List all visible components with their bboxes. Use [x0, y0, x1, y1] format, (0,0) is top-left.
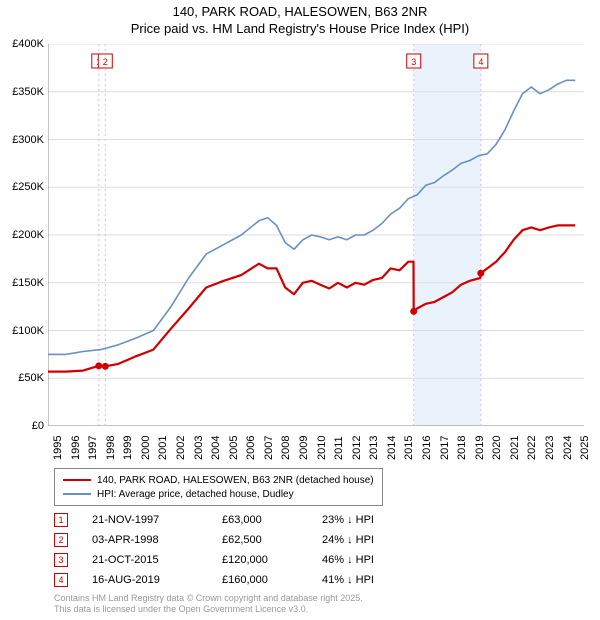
x-tick-label: 2015 — [403, 436, 415, 460]
x-tick-label: 2017 — [439, 436, 451, 460]
y-tick-label: £150K — [12, 277, 44, 289]
x-tick-label: 2004 — [210, 436, 222, 460]
x-tick-label: 2020 — [491, 436, 503, 460]
transaction-pct: 41% ↓ HPI — [322, 574, 432, 586]
transaction-marker: 4 — [54, 573, 68, 587]
legend-item: 140, PARK ROAD, HALESOWEN, B63 2NR (deta… — [63, 473, 374, 487]
x-tick-label: 1997 — [87, 436, 99, 460]
transaction-date: 03-APR-1998 — [92, 534, 222, 546]
legend-swatch — [63, 493, 91, 495]
table-row: 1 21-NOV-1997£63,00023% ↓ HPI — [54, 510, 432, 530]
transaction-price: £120,000 — [222, 554, 322, 566]
x-tick-label: 2025 — [579, 436, 591, 460]
x-tick-label: 2000 — [140, 436, 152, 460]
title-address: 140, PARK ROAD, HALESOWEN, B63 2NR — [0, 4, 600, 19]
footer: Contains HM Land Registry data © Crown c… — [54, 593, 363, 615]
x-tick-label: 2021 — [509, 436, 521, 460]
transaction-date: 21-NOV-1997 — [92, 514, 222, 526]
x-tick-label: 2013 — [368, 436, 380, 460]
x-tick-label: 2008 — [280, 436, 292, 460]
table-row: 3 21-OCT-2015£120,00046% ↓ HPI — [54, 550, 432, 570]
x-tick-label: 2012 — [351, 436, 363, 460]
x-tick-label: 2007 — [263, 436, 275, 460]
table-row: 4 16-AUG-2019£160,00041% ↓ HPI — [54, 570, 432, 590]
x-tick-label: 1995 — [52, 436, 64, 460]
x-tick-label: 2002 — [175, 436, 187, 460]
transaction-date: 16-AUG-2019 — [92, 574, 222, 586]
transactions-table: 1 21-NOV-1997£63,00023% ↓ HPI 2 03-APR-1998… — [54, 510, 432, 590]
transaction-pct: 46% ↓ HPI — [322, 554, 432, 566]
legend-swatch — [63, 479, 91, 481]
x-tick-label: 2022 — [526, 436, 538, 460]
y-tick-label: £100K — [12, 325, 44, 337]
transaction-pct: 23% ↓ HPI — [322, 514, 432, 526]
y-tick-label: £200K — [12, 229, 44, 241]
x-tick-label: 1996 — [70, 436, 82, 460]
title-subtitle: Price paid vs. HM Land Registry's House … — [0, 21, 600, 36]
x-tick-label: 2011 — [333, 436, 345, 460]
transaction-date: 21-OCT-2015 — [92, 554, 222, 566]
y-tick-label: £400K — [12, 38, 44, 50]
svg-text:3: 3 — [411, 57, 416, 67]
svg-text:2: 2 — [103, 57, 108, 67]
y-tick-label: £0 — [32, 420, 44, 432]
x-tick-label: 2009 — [298, 436, 310, 460]
chart-container: 140, PARK ROAD, HALESOWEN, B63 2NR Price… — [0, 0, 600, 620]
x-tick-label: 2014 — [386, 436, 398, 460]
chart-svg: 1234 — [48, 44, 584, 426]
transaction-marker: 3 — [54, 553, 68, 567]
y-tick-label: £350K — [12, 86, 44, 98]
x-tick-label: 2016 — [421, 436, 433, 460]
x-tick-label: 2003 — [193, 436, 205, 460]
footer-line1: Contains HM Land Registry data © Crown c… — [54, 593, 363, 604]
chart-plot-area: 1234 — [48, 44, 584, 426]
y-axis: £0£50K£100K£150K£200K£250K£300K£350K£400… — [0, 44, 46, 426]
x-tick-label: 2001 — [157, 436, 169, 460]
y-tick-label: £50K — [18, 372, 44, 384]
transaction-price: £160,000 — [222, 574, 322, 586]
footer-line2: This data is licensed under the Open Gov… — [54, 604, 363, 615]
transaction-price: £62,500 — [222, 534, 322, 546]
x-tick-label: 2005 — [228, 436, 240, 460]
x-tick-label: 2006 — [245, 436, 257, 460]
x-tick-label: 2018 — [456, 436, 468, 460]
x-axis: 1995 1996 1997 1998 1999 2000 2001 2002 2003 2004… — [48, 428, 584, 468]
x-tick-label: 1999 — [122, 436, 134, 460]
y-tick-label: £250K — [12, 181, 44, 193]
transaction-marker: 1 — [54, 513, 68, 527]
transaction-pct: 24% ↓ HPI — [322, 534, 432, 546]
svg-text:4: 4 — [478, 57, 483, 67]
x-tick-label: 2010 — [316, 436, 328, 460]
table-row: 2 03-APR-1998£62,50024% ↓ HPI — [54, 530, 432, 550]
transaction-price: £63,000 — [222, 514, 322, 526]
legend: 140, PARK ROAD, HALESOWEN, B63 2NR (deta… — [54, 468, 383, 506]
x-tick-label: 2024 — [562, 436, 574, 460]
x-tick-label: 2023 — [544, 436, 556, 460]
legend-item: HPI: Average price, detached house, Dudl… — [63, 487, 374, 501]
legend-label: 140, PARK ROAD, HALESOWEN, B63 2NR (deta… — [97, 475, 374, 486]
x-tick-label: 1998 — [105, 436, 117, 460]
legend-label: HPI: Average price, detached house, Dudl… — [97, 489, 294, 500]
titles: 140, PARK ROAD, HALESOWEN, B63 2NR Price… — [0, 0, 600, 36]
x-tick-label: 2019 — [474, 436, 486, 460]
y-tick-label: £300K — [12, 134, 44, 146]
transaction-marker: 2 — [54, 533, 68, 547]
